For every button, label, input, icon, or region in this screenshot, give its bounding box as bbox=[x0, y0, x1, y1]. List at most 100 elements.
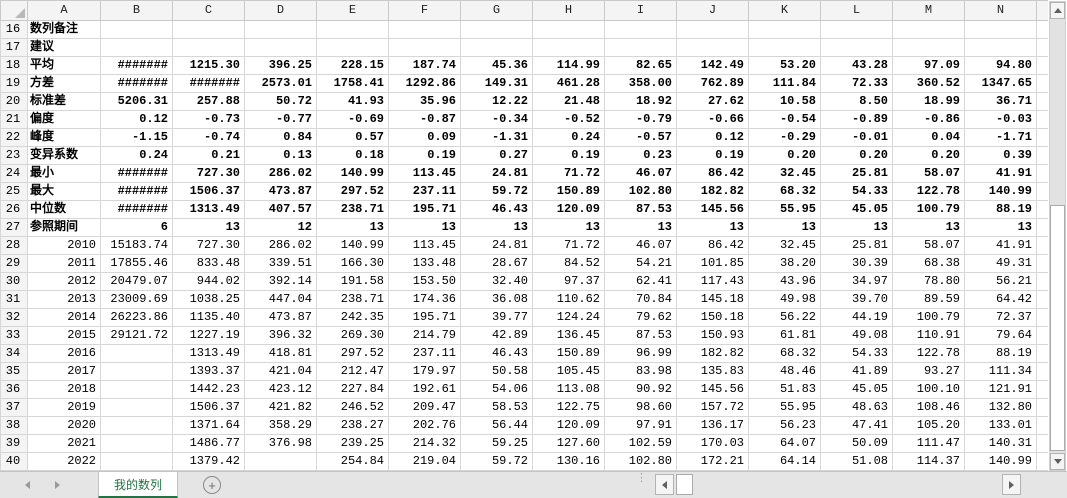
cell-F33[interactable]: 214.79 bbox=[388, 326, 461, 345]
cell-J29[interactable]: 101.85 bbox=[676, 254, 749, 273]
cell-K39[interactable]: 64.07 bbox=[748, 434, 821, 453]
cell-A35[interactable]: 2017 bbox=[27, 362, 101, 381]
column-header-F[interactable]: F bbox=[388, 0, 461, 21]
cell-K18[interactable]: 53.20 bbox=[748, 56, 821, 75]
cell-E26[interactable]: 238.71 bbox=[316, 200, 389, 219]
cell-N24[interactable]: 41.91 bbox=[964, 164, 1037, 183]
cell-H25[interactable]: 150.89 bbox=[532, 182, 605, 201]
cell-N18[interactable]: 94.80 bbox=[964, 56, 1037, 75]
cell-N36[interactable]: 121.91 bbox=[964, 380, 1037, 399]
cell-A32[interactable]: 2014 bbox=[27, 308, 101, 327]
cell-I31[interactable]: 70.84 bbox=[604, 290, 677, 309]
cell-G24[interactable]: 24.81 bbox=[460, 164, 533, 183]
cell-I26[interactable]: 87.53 bbox=[604, 200, 677, 219]
cell-A28[interactable]: 2010 bbox=[27, 236, 101, 255]
scroll-left-button[interactable] bbox=[655, 474, 674, 495]
cell-L16[interactable] bbox=[820, 20, 893, 39]
cell-D40[interactable] bbox=[244, 452, 317, 471]
cell-M29[interactable]: 68.38 bbox=[892, 254, 965, 273]
cell-D31[interactable]: 447.04 bbox=[244, 290, 317, 309]
cell-L37[interactable]: 48.63 bbox=[820, 398, 893, 417]
cell-E22[interactable]: 0.57 bbox=[316, 128, 389, 147]
cell-G29[interactable]: 28.67 bbox=[460, 254, 533, 273]
cell-C39[interactable]: 1486.77 bbox=[172, 434, 245, 453]
cell-H30[interactable]: 97.37 bbox=[532, 272, 605, 291]
cell-L36[interactable]: 45.05 bbox=[820, 380, 893, 399]
cell-H19[interactable]: 461.28 bbox=[532, 74, 605, 93]
cell-A39[interactable]: 2021 bbox=[27, 434, 101, 453]
column-header-D[interactable]: D bbox=[244, 0, 317, 21]
cell-E32[interactable]: 242.35 bbox=[316, 308, 389, 327]
cell-B18[interactable]: ####### bbox=[100, 56, 173, 75]
cell-F37[interactable]: 209.47 bbox=[388, 398, 461, 417]
cell-A16[interactable]: 数列备注 bbox=[27, 20, 101, 39]
row-header-22[interactable]: 22 bbox=[0, 128, 28, 147]
cell-J26[interactable]: 145.56 bbox=[676, 200, 749, 219]
cell-N39[interactable]: 140.31 bbox=[964, 434, 1037, 453]
cell-B32[interactable]: 26223.86 bbox=[100, 308, 173, 327]
cell-I39[interactable]: 102.59 bbox=[604, 434, 677, 453]
cell-H21[interactable]: -0.52 bbox=[532, 110, 605, 129]
cell-I40[interactable]: 102.80 bbox=[604, 452, 677, 471]
cell-D22[interactable]: 0.84 bbox=[244, 128, 317, 147]
cell-H28[interactable]: 71.72 bbox=[532, 236, 605, 255]
cell-A36[interactable]: 2018 bbox=[27, 380, 101, 399]
cell-C21[interactable]: -0.73 bbox=[172, 110, 245, 129]
cell-I33[interactable]: 87.53 bbox=[604, 326, 677, 345]
cell-I20[interactable]: 18.92 bbox=[604, 92, 677, 111]
cell-N23[interactable]: 0.39 bbox=[964, 146, 1037, 165]
cell-G21[interactable]: -0.34 bbox=[460, 110, 533, 129]
cell-B40[interactable] bbox=[100, 452, 173, 471]
cell-J33[interactable]: 150.93 bbox=[676, 326, 749, 345]
cell-C30[interactable]: 944.02 bbox=[172, 272, 245, 291]
cell-N38[interactable]: 133.01 bbox=[964, 416, 1037, 435]
cell-J36[interactable]: 145.56 bbox=[676, 380, 749, 399]
cell-L40[interactable]: 51.08 bbox=[820, 452, 893, 471]
cell-B28[interactable]: 15183.74 bbox=[100, 236, 173, 255]
cell-K36[interactable]: 51.83 bbox=[748, 380, 821, 399]
cell-B27[interactable]: 6 bbox=[100, 218, 173, 237]
cell-E18[interactable]: 228.15 bbox=[316, 56, 389, 75]
cell-D25[interactable]: 473.87 bbox=[244, 182, 317, 201]
cell-I29[interactable]: 54.21 bbox=[604, 254, 677, 273]
cell-L39[interactable]: 50.09 bbox=[820, 434, 893, 453]
cell-N37[interactable]: 132.80 bbox=[964, 398, 1037, 417]
cell-M23[interactable]: 0.20 bbox=[892, 146, 965, 165]
cell-F38[interactable]: 202.76 bbox=[388, 416, 461, 435]
cell-N25[interactable]: 140.99 bbox=[964, 182, 1037, 201]
cell-C27[interactable]: 13 bbox=[172, 218, 245, 237]
cell-F28[interactable]: 113.45 bbox=[388, 236, 461, 255]
cell-I38[interactable]: 97.91 bbox=[604, 416, 677, 435]
cell-K22[interactable]: -0.29 bbox=[748, 128, 821, 147]
cell-M21[interactable]: -0.86 bbox=[892, 110, 965, 129]
cell-C18[interactable]: 1215.30 bbox=[172, 56, 245, 75]
cell-F19[interactable]: 1292.86 bbox=[388, 74, 461, 93]
cell-K17[interactable] bbox=[748, 38, 821, 57]
scroll-up-button[interactable] bbox=[1050, 2, 1065, 19]
cell-M24[interactable]: 58.07 bbox=[892, 164, 965, 183]
cell-C37[interactable]: 1506.37 bbox=[172, 398, 245, 417]
row-header-16[interactable]: 16 bbox=[0, 20, 28, 39]
row-header-26[interactable]: 26 bbox=[0, 200, 28, 219]
cell-E25[interactable]: 297.52 bbox=[316, 182, 389, 201]
cell-N17[interactable] bbox=[964, 38, 1037, 57]
cell-A34[interactable]: 2016 bbox=[27, 344, 101, 363]
cell-D24[interactable]: 286.02 bbox=[244, 164, 317, 183]
cell-K16[interactable] bbox=[748, 20, 821, 39]
cell-F27[interactable]: 13 bbox=[388, 218, 461, 237]
cell-G26[interactable]: 46.43 bbox=[460, 200, 533, 219]
cell-I16[interactable] bbox=[604, 20, 677, 39]
cell-F36[interactable]: 192.61 bbox=[388, 380, 461, 399]
cell-K24[interactable]: 32.45 bbox=[748, 164, 821, 183]
cell-B36[interactable] bbox=[100, 380, 173, 399]
cell-N19[interactable]: 1347.65 bbox=[964, 74, 1037, 93]
cell-J19[interactable]: 762.89 bbox=[676, 74, 749, 93]
cell-I30[interactable]: 62.41 bbox=[604, 272, 677, 291]
cell-B21[interactable]: 0.12 bbox=[100, 110, 173, 129]
cell-J39[interactable]: 170.03 bbox=[676, 434, 749, 453]
cell-J40[interactable]: 172.21 bbox=[676, 452, 749, 471]
column-header-L[interactable]: L bbox=[820, 0, 893, 21]
cell-I22[interactable]: -0.57 bbox=[604, 128, 677, 147]
cell-K28[interactable]: 32.45 bbox=[748, 236, 821, 255]
column-header-I[interactable]: I bbox=[604, 0, 677, 21]
